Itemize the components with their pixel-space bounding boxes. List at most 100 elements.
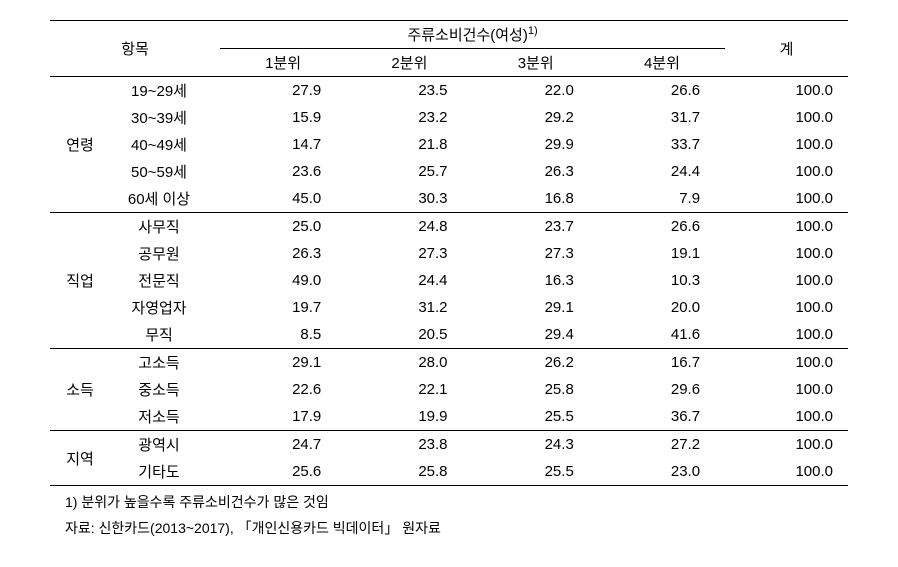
total-cell: 100.0 [725,458,848,486]
value-cell: 29.6 [599,376,725,403]
value-cell: 23.8 [346,431,472,459]
total-cell: 100.0 [725,403,848,431]
subcategory-label: 기타도 [110,458,220,486]
category-label: 소득 [50,349,110,431]
header-q3: 3분위 [473,49,599,77]
value-cell: 22.0 [473,77,599,105]
value-cell: 8.5 [220,321,346,349]
value-cell: 29.9 [473,131,599,158]
category-label: 직업 [50,213,110,349]
value-cell: 25.5 [473,403,599,431]
table-row: 자영업자19.731.229.120.0100.0 [50,294,848,321]
value-cell: 27.3 [473,240,599,267]
table-row: 30~39세15.923.229.231.7100.0 [50,104,848,131]
value-cell: 25.7 [346,158,472,185]
value-cell: 27.3 [346,240,472,267]
total-cell: 100.0 [725,321,848,349]
value-cell: 25.6 [220,458,346,486]
total-cell: 100.0 [725,213,848,241]
header-item: 항목 [50,21,220,77]
value-cell: 26.3 [220,240,346,267]
value-cell: 49.0 [220,267,346,294]
total-cell: 100.0 [725,376,848,403]
total-cell: 100.0 [725,131,848,158]
value-cell: 25.5 [473,458,599,486]
table-row: 연령19~29세27.923.522.026.6100.0 [50,77,848,105]
total-cell: 100.0 [725,240,848,267]
value-cell: 31.7 [599,104,725,131]
value-cell: 41.6 [599,321,725,349]
value-cell: 26.6 [599,77,725,105]
value-cell: 25.0 [220,213,346,241]
category-label: 지역 [50,431,110,486]
value-cell: 22.6 [220,376,346,403]
value-cell: 24.4 [346,267,472,294]
value-cell: 23.6 [220,158,346,185]
value-cell: 29.1 [473,294,599,321]
table-row: 40~49세14.721.829.933.7100.0 [50,131,848,158]
value-cell: 45.0 [220,185,346,213]
value-cell: 24.4 [599,158,725,185]
header-total: 계 [725,21,848,77]
value-cell: 23.0 [599,458,725,486]
subcategory-label: 전문직 [110,267,220,294]
value-cell: 30.3 [346,185,472,213]
header-q4: 4분위 [599,49,725,77]
value-cell: 10.3 [599,267,725,294]
total-cell: 100.0 [725,185,848,213]
subcategory-label: 60세 이상 [110,185,220,213]
header-q1: 1분위 [220,49,346,77]
value-cell: 19.1 [599,240,725,267]
table-row: 공무원26.327.327.319.1100.0 [50,240,848,267]
value-cell: 36.7 [599,403,725,431]
value-cell: 27.2 [599,431,725,459]
value-cell: 33.7 [599,131,725,158]
total-cell: 100.0 [725,267,848,294]
table-row: 지역광역시24.723.824.327.2100.0 [50,431,848,459]
value-cell: 17.9 [220,403,346,431]
table-row: 50~59세23.625.726.324.4100.0 [50,158,848,185]
value-cell: 16.3 [473,267,599,294]
header-sup: 1) [528,25,538,37]
table-row: 저소득17.919.925.536.7100.0 [50,403,848,431]
value-cell: 24.3 [473,431,599,459]
subcategory-label: 40~49세 [110,131,220,158]
value-cell: 15.9 [220,104,346,131]
value-cell: 20.0 [599,294,725,321]
value-cell: 29.1 [220,349,346,377]
data-table: 항목 주류소비건수(여성)1) 계 1분위 2분위 3분위 4분위 연령19~2… [50,20,848,486]
value-cell: 26.6 [599,213,725,241]
table-body: 연령19~29세27.923.522.026.6100.030~39세15.92… [50,77,848,486]
footnote-1: 1) 분위가 높을수록 주류소비건수가 많은 것임 [50,492,848,512]
value-cell: 23.7 [473,213,599,241]
value-cell: 24.8 [346,213,472,241]
value-cell: 29.4 [473,321,599,349]
table-row: 60세 이상45.030.316.87.9100.0 [50,185,848,213]
header-main: 주류소비건수(여성)1) [220,21,725,49]
value-cell: 29.2 [473,104,599,131]
total-cell: 100.0 [725,104,848,131]
table-row: 직업사무직25.024.823.726.6100.0 [50,213,848,241]
value-cell: 24.7 [220,431,346,459]
table-row: 소득고소득29.128.026.216.7100.0 [50,349,848,377]
subcategory-label: 무직 [110,321,220,349]
footnote-source: 자료: 신한카드(2013~2017), 「개인신용카드 빅데이터」 원자료 [50,518,848,538]
table-row: 중소득22.622.125.829.6100.0 [50,376,848,403]
value-cell: 20.5 [346,321,472,349]
value-cell: 7.9 [599,185,725,213]
value-cell: 23.2 [346,104,472,131]
subcategory-label: 중소득 [110,376,220,403]
value-cell: 22.1 [346,376,472,403]
value-cell: 28.0 [346,349,472,377]
value-cell: 25.8 [346,458,472,486]
value-cell: 31.2 [346,294,472,321]
subcategory-label: 30~39세 [110,104,220,131]
value-cell: 16.7 [599,349,725,377]
subcategory-label: 저소득 [110,403,220,431]
total-cell: 100.0 [725,294,848,321]
table-row: 기타도25.625.825.523.0100.0 [50,458,848,486]
value-cell: 16.8 [473,185,599,213]
subcategory-label: 19~29세 [110,77,220,105]
total-cell: 100.0 [725,158,848,185]
subcategory-label: 광역시 [110,431,220,459]
